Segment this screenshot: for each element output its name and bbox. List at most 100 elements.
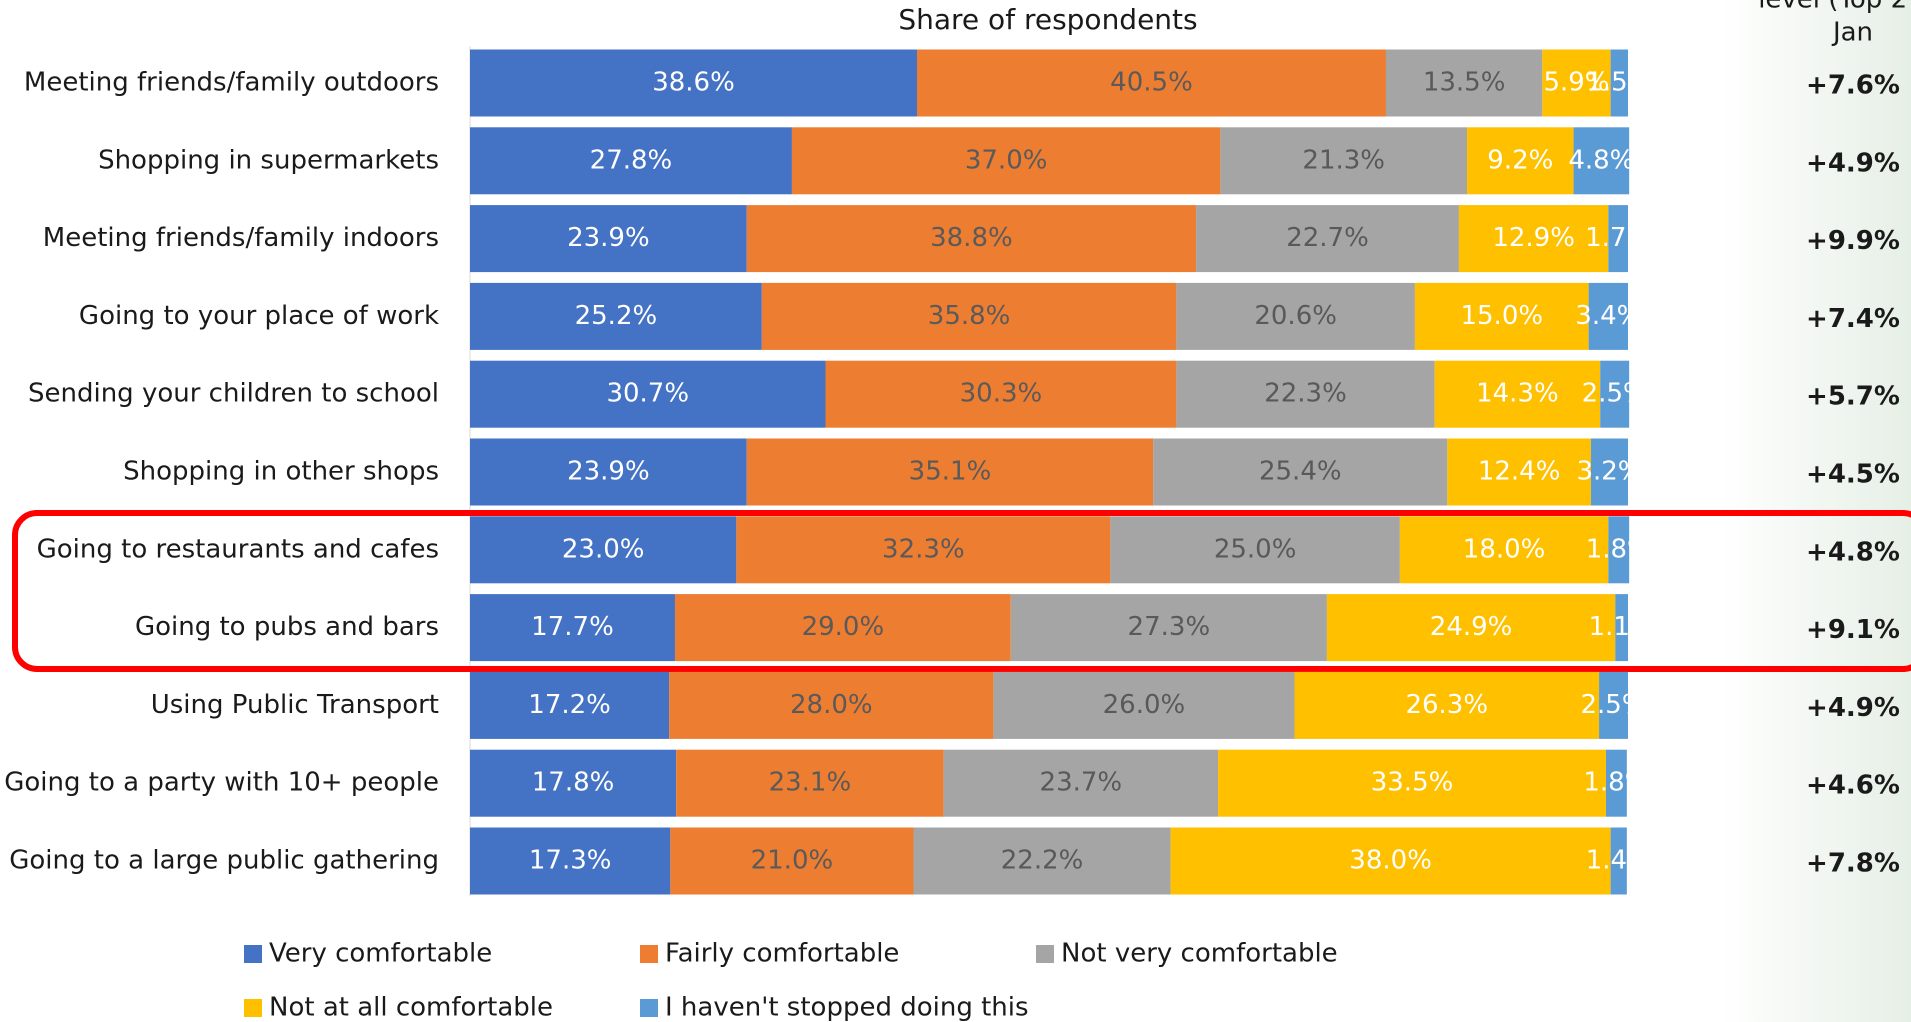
bar-segment (1542, 49, 1611, 117)
legend-label: Not very comfortable (1061, 939, 1338, 969)
bar-segment (470, 282, 762, 350)
highlight-box (12, 510, 1911, 672)
bar-segment (1434, 360, 1601, 428)
bar-segment (1196, 205, 1459, 273)
chart-title: Share of respondents (898, 3, 1197, 36)
value-label: 22.3% (1264, 379, 1347, 409)
value-label: 12.4% (1478, 457, 1561, 487)
value-label: 5.9% (1543, 68, 1609, 98)
value-label: 1.5% (1586, 68, 1652, 98)
value-label: 23.0% (562, 534, 645, 564)
bar-segment (1176, 282, 1415, 350)
bar-segment (1605, 749, 1627, 817)
value-label: 23.9% (567, 457, 650, 487)
value-label: 17.7% (531, 612, 614, 642)
value-label: 40.5% (1110, 68, 1193, 98)
legend-swatch (1036, 945, 1054, 963)
bar-segment (669, 671, 994, 739)
value-label: 35.1% (909, 457, 992, 487)
value-label: 15.0% (1460, 301, 1543, 331)
bar-segment (470, 49, 917, 117)
value-label: 3.4% (1575, 301, 1641, 331)
side-value: +4.6% (1806, 771, 1900, 801)
category-label: Using Public Transport (151, 690, 439, 720)
value-label: 1.8% (1586, 534, 1652, 564)
value-label: 32.3% (882, 534, 965, 564)
value-label: 28.0% (790, 690, 873, 720)
category-label: Sending your children to school (28, 379, 439, 409)
bar-segment (1608, 205, 1628, 273)
category-label: Shopping in other shops (123, 457, 439, 487)
legend-label: Very comfortable (269, 939, 492, 969)
value-label: 21.0% (751, 846, 834, 876)
value-label: 17.8% (532, 768, 615, 798)
value-label: 26.3% (1405, 690, 1488, 720)
bar-segment (746, 205, 1197, 273)
bar-segment (470, 360, 826, 428)
bar-segment (1615, 594, 1628, 662)
legend-label: Fairly comfortable (665, 939, 899, 969)
bar-segment (1170, 827, 1611, 895)
value-label: 22.7% (1286, 223, 1369, 253)
side-value: +4.9% (1806, 693, 1900, 723)
value-label: 18.0% (1463, 534, 1546, 564)
value-label: 23.7% (1040, 768, 1123, 798)
bar-segment (1467, 127, 1574, 195)
legend-swatch (640, 999, 658, 1017)
bar-segment (1153, 438, 1448, 506)
bar-segment (470, 749, 677, 817)
value-label: 38.6% (652, 68, 735, 98)
bars: 38.6% 40.5% 13.5% 5.9%1.5% 27.8% 37.0% 21.3% 9.… (470, 49, 1655, 895)
category-label: Meeting friends/family indoors (43, 223, 439, 253)
value-label: 13.5% (1423, 68, 1506, 98)
value-label: 2.5% (1580, 690, 1646, 720)
bar-segment (1010, 594, 1327, 662)
bar-segment (670, 827, 914, 895)
value-label: 35.8% (928, 301, 1011, 331)
bar-segment (470, 205, 747, 273)
bar-segment (676, 749, 944, 817)
value-label: 12.9% (1492, 223, 1575, 253)
value-label: 3.2% (1576, 457, 1642, 487)
bar-segment (825, 360, 1177, 428)
bar-segment (1599, 671, 1628, 739)
value-label: 9.2% (1487, 145, 1553, 175)
side-value: +7.4% (1806, 304, 1900, 334)
value-label: 1.1% (1589, 612, 1655, 642)
value-label: 17.3% (529, 846, 612, 876)
value-label: 1.8% (1583, 768, 1649, 798)
side-value: +7.6% (1806, 71, 1900, 101)
bar-segment (470, 438, 747, 506)
legend-label: I haven't stopped doing this (665, 993, 1029, 1022)
bar-segment (943, 749, 1219, 817)
bar-segment (1294, 671, 1600, 739)
side-value: +4.5% (1806, 460, 1900, 490)
category-label: Going to pubs and bars (135, 612, 439, 642)
bar-segment (470, 827, 671, 895)
legend-swatch (244, 999, 262, 1017)
category-label: Going to your place of work (79, 301, 439, 331)
bar-segment (1176, 360, 1435, 428)
bar-segment (1610, 49, 1628, 117)
bar-segment (1608, 516, 1630, 584)
bar-segment (470, 671, 670, 739)
bar-segment (674, 594, 1011, 662)
side-value: +9.9% (1806, 226, 1900, 256)
value-label: 38.0% (1349, 846, 1432, 876)
value-label: 25.2% (575, 301, 658, 331)
category-label: Going to a large public gathering (9, 846, 439, 876)
value-label: 29.0% (802, 612, 885, 642)
value-label: 17.2% (528, 690, 611, 720)
side-header: Jan (1831, 18, 1873, 48)
bar-segment (1110, 516, 1400, 584)
value-label: 2.5% (1582, 379, 1648, 409)
legend-label: Not at all comfortable (269, 993, 553, 1022)
category-label: Meeting friends/family outdoors (24, 68, 439, 98)
side-value: +7.8% (1806, 849, 1900, 879)
legend-swatch (640, 945, 658, 963)
value-label: 21.3% (1302, 145, 1385, 175)
value-label: 1.4% (1586, 846, 1652, 876)
side-value: +9.1% (1806, 615, 1900, 645)
bar-segment (736, 516, 1111, 584)
